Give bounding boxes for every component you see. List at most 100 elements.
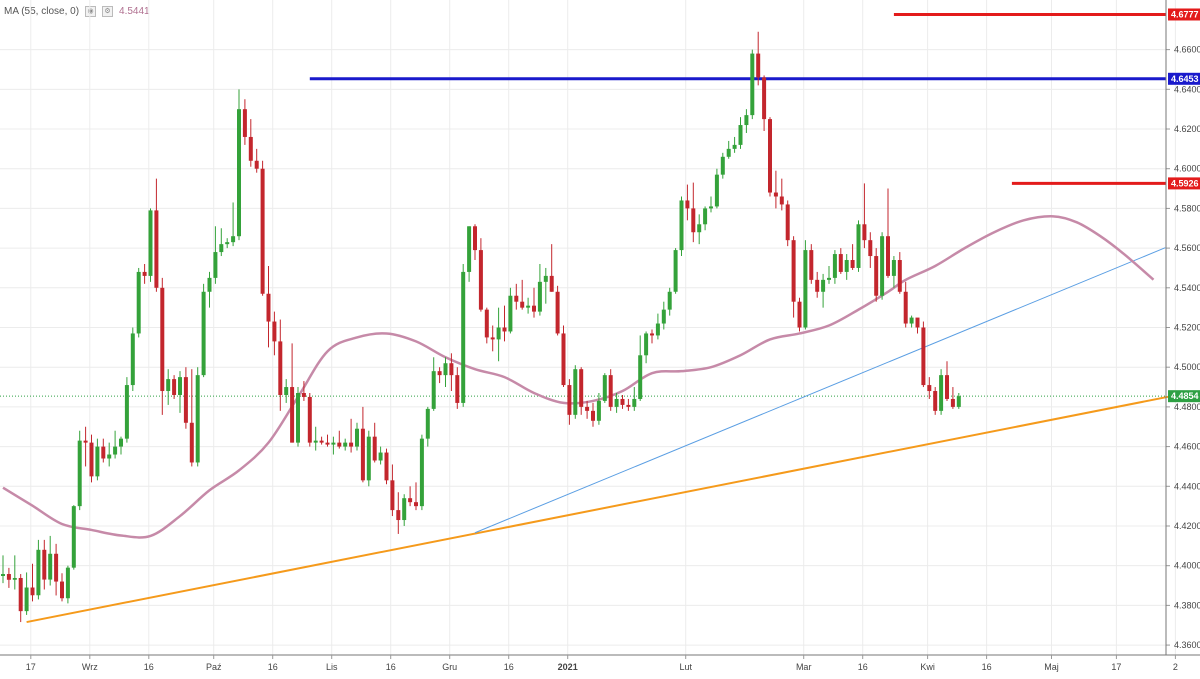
ma-legend[interactable]: MA (55, close, 0) ◉ ⚙ 4.5441 (4, 6, 150, 17)
candle (119, 436, 123, 455)
candle (77, 430, 82, 511)
price-axis[interactable]: 4.6600 4.6400 4.6200 4.6000 4.5800 4.5600 4.54… (1165, 0, 1200, 655)
y-tick-label: 4.5800 (1174, 203, 1200, 213)
candle-body (514, 295, 519, 302)
candle (644, 331, 649, 364)
candle-body (24, 587, 29, 612)
candle (502, 305, 507, 342)
candle (773, 170, 778, 209)
candle-body (278, 341, 283, 395)
candle (897, 252, 902, 294)
candle-body (113, 446, 118, 455)
candle (296, 387, 300, 447)
candle-body (644, 333, 649, 356)
settings-icon[interactable]: ⚙ (102, 6, 114, 17)
candle (950, 387, 955, 409)
candle (178, 371, 182, 413)
candle (756, 31, 761, 86)
candle-body (449, 363, 454, 376)
candlesticks (1, 31, 961, 623)
x-tick-label: Gru (442, 662, 457, 672)
price-label-bg (1168, 390, 1200, 403)
candle (83, 426, 88, 467)
candle (697, 214, 702, 245)
eye-icon[interactable]: ◉ (85, 6, 97, 17)
candle (785, 200, 790, 247)
candle (154, 178, 159, 292)
time-axis[interactable]: 17 Wrz 16 Paź 16 Lis 16 Gru 16 2021 Lut Mar 16 Kwi 16 M… (0, 654, 1200, 672)
ma-55-line (2, 215, 1155, 539)
candle (791, 236, 796, 318)
y-tick-label: 4.4200 (1174, 521, 1200, 531)
candle-body (461, 271, 466, 403)
price-label-bg (1168, 72, 1200, 85)
candle-body (673, 250, 678, 292)
candle (461, 263, 466, 407)
candle (691, 182, 696, 243)
blue-trendline (474, 247, 1166, 534)
x-tick-label: Maj (1044, 662, 1059, 672)
candle (419, 434, 424, 511)
candle (390, 464, 395, 517)
x-tick-label: 2 (1173, 662, 1178, 672)
candle-body (709, 206, 713, 209)
candle-body (284, 387, 289, 395)
candle-body (543, 275, 548, 282)
candle-body (124, 385, 129, 439)
candle-body (927, 385, 932, 392)
candle-body (414, 502, 418, 507)
candle-body (366, 436, 371, 481)
candle (355, 422, 359, 451)
candle (36, 539, 41, 600)
candle-body (779, 196, 784, 205)
candle (325, 434, 330, 447)
y-tick-label: 4.5000 (1174, 362, 1200, 372)
candle (42, 539, 47, 590)
candle (414, 482, 418, 511)
candle-body (762, 77, 767, 120)
candle (201, 283, 206, 378)
candle-body (319, 440, 324, 443)
candle (290, 343, 295, 443)
y-tick-label: 4.6000 (1174, 164, 1200, 174)
candle-body (189, 422, 194, 463)
candle (478, 238, 483, 312)
candle-body (608, 375, 613, 407)
candle-body (473, 226, 477, 251)
candle (231, 202, 236, 247)
candle (903, 281, 908, 328)
candle (762, 75, 767, 131)
candle (526, 297, 531, 314)
candle (95, 438, 100, 481)
candle (65, 565, 70, 604)
candle-body (372, 436, 377, 461)
candle-body (467, 226, 472, 272)
candle-body (408, 498, 413, 503)
candle-body (272, 321, 277, 342)
x-tick-label: Wrz (82, 662, 98, 672)
candle-body (791, 240, 796, 302)
candle (726, 140, 731, 159)
candle-body (12, 577, 17, 580)
price-label-text: 4.4854 (1171, 391, 1199, 401)
candle (768, 117, 772, 197)
candle (880, 232, 885, 300)
candle-body (207, 277, 212, 292)
candle-body (343, 442, 348, 447)
price-label-text: 4.6453 (1171, 74, 1199, 84)
candle (803, 240, 808, 330)
candle (242, 99, 247, 145)
candle (372, 422, 377, 463)
candle (821, 273, 826, 308)
candle-body (703, 208, 708, 225)
candle (254, 148, 259, 173)
candle (195, 367, 200, 467)
candle-body (661, 309, 666, 324)
y-tick-label: 4.5400 (1174, 283, 1200, 293)
candle-body (402, 498, 407, 521)
candle-body (726, 148, 731, 157)
candle (909, 315, 914, 328)
candle (366, 430, 371, 487)
candle (219, 228, 224, 257)
